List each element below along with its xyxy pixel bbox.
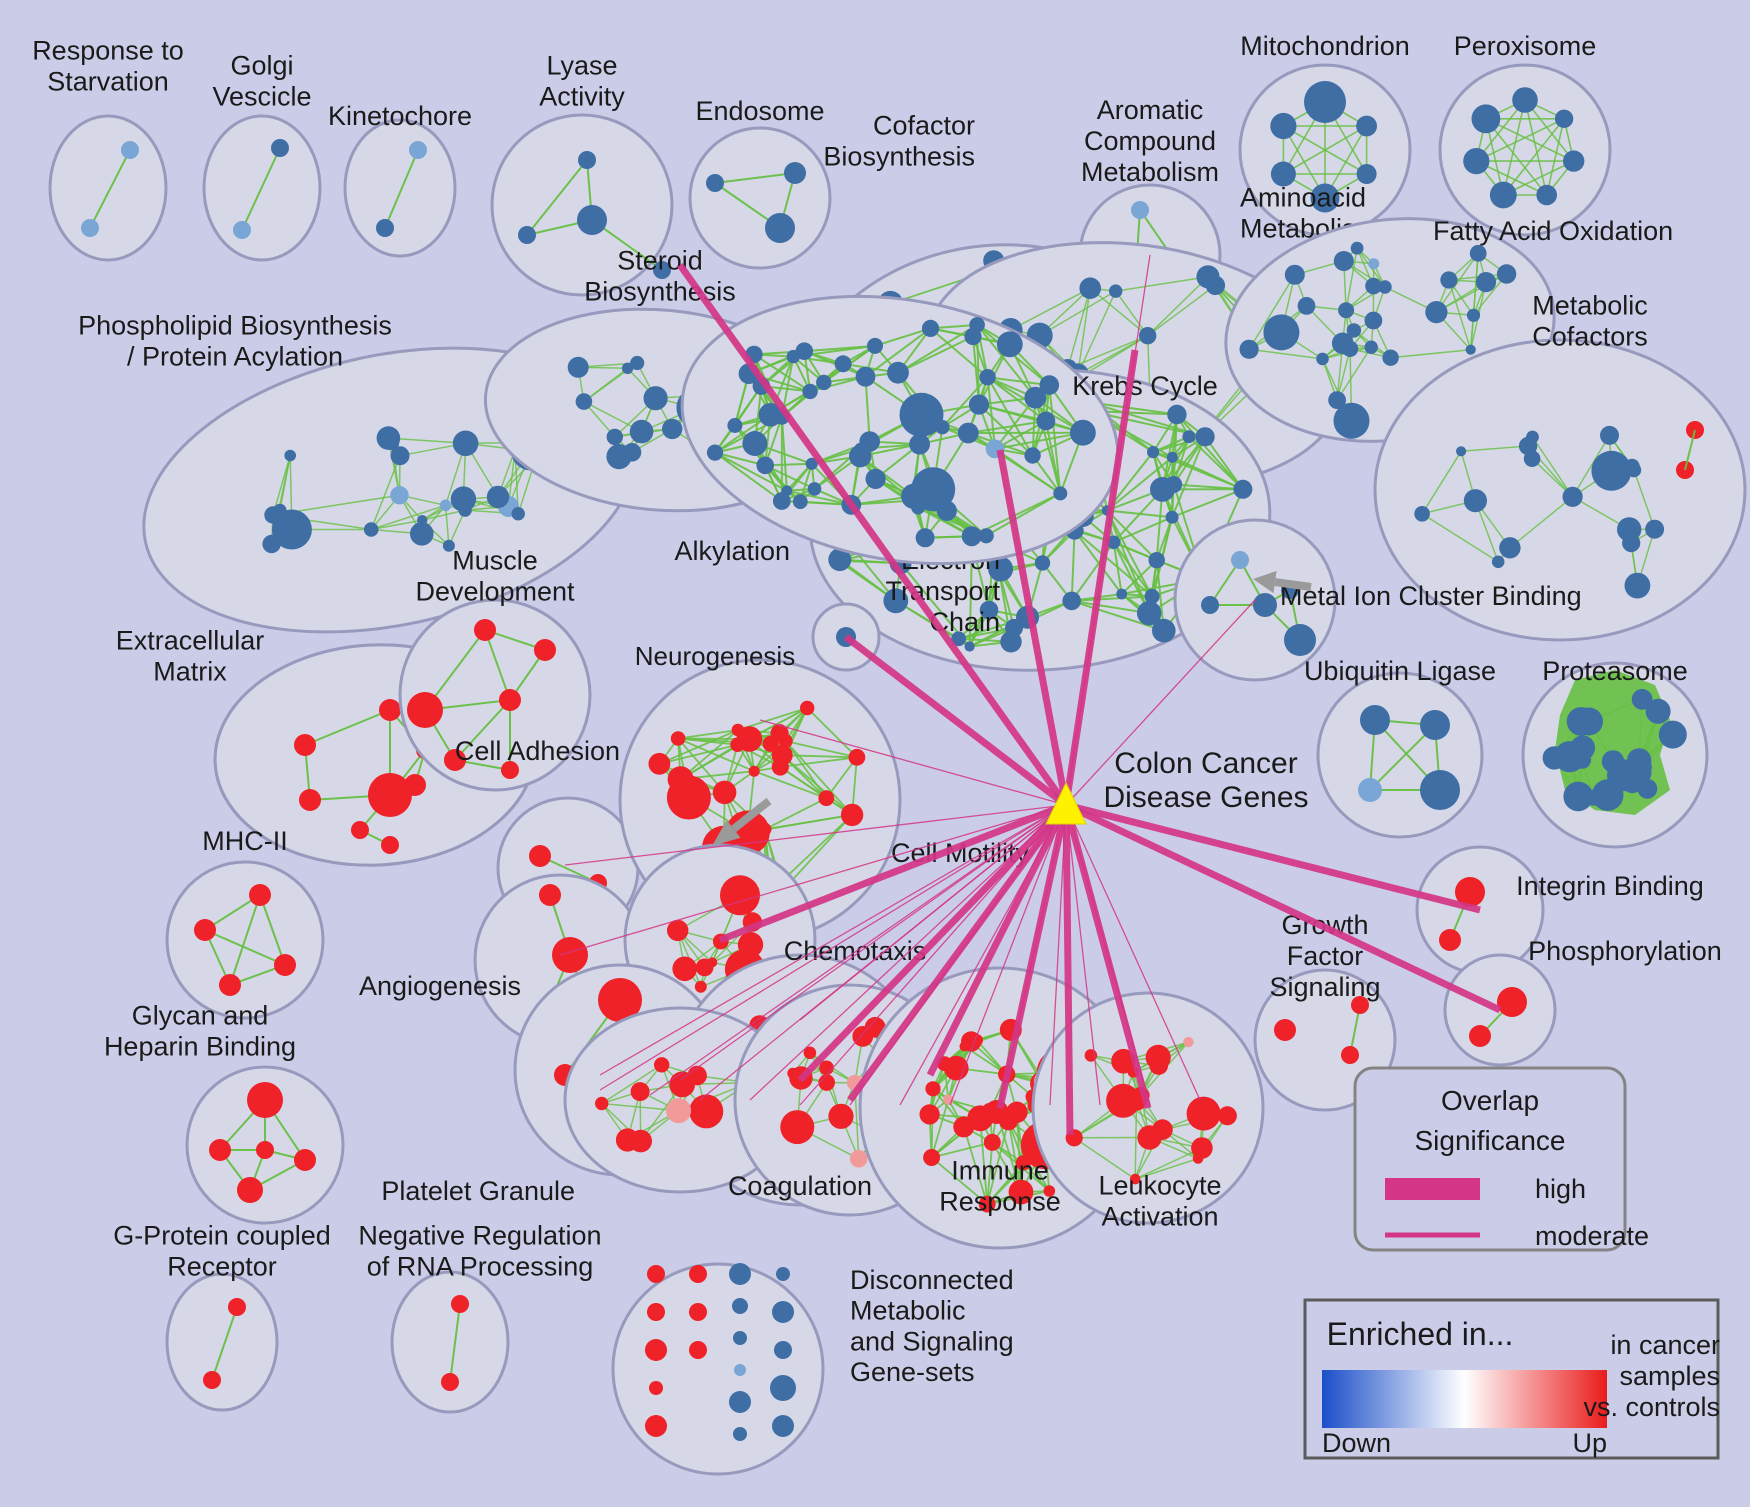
- svg-text:Ubiquitin Ligase: Ubiquitin Ligase: [1304, 656, 1496, 686]
- svg-text:vs. controls: vs. controls: [1583, 1392, 1720, 1422]
- svg-text:Colon Cancer: Colon Cancer: [1114, 747, 1297, 780]
- svg-text:Glycan and: Glycan and: [132, 1001, 269, 1031]
- svg-text:Matrix: Matrix: [153, 656, 227, 686]
- svg-text:samples: samples: [1619, 1361, 1720, 1391]
- svg-text:Neurogenesis: Neurogenesis: [635, 641, 795, 671]
- svg-text:Vescicle: Vescicle: [212, 81, 311, 111]
- svg-text:Gene-sets: Gene-sets: [850, 1357, 975, 1387]
- svg-text:and Signaling: and Signaling: [850, 1326, 1014, 1356]
- svg-text:Peroxisome: Peroxisome: [1454, 31, 1597, 61]
- svg-text:Negative Regulation: Negative Regulation: [358, 1221, 601, 1251]
- svg-text:Alkylation: Alkylation: [674, 536, 790, 566]
- svg-text:Receptor: Receptor: [167, 1251, 277, 1281]
- svg-text:Cofactors: Cofactors: [1532, 321, 1648, 351]
- svg-text:Up: Up: [1572, 1428, 1607, 1458]
- svg-text:Steroid: Steroid: [617, 246, 703, 276]
- svg-text:Phosphorylation: Phosphorylation: [1528, 936, 1722, 966]
- svg-text:Activation: Activation: [1101, 1201, 1218, 1231]
- svg-text:Extracellular: Extracellular: [116, 626, 265, 656]
- svg-text:Immune: Immune: [951, 1156, 1049, 1186]
- svg-text:MHC-II: MHC-II: [202, 826, 287, 856]
- svg-text:Mitochondrion: Mitochondrion: [1240, 31, 1410, 61]
- svg-text:Cell Adhesion: Cell Adhesion: [455, 736, 620, 766]
- svg-text:Overlap: Overlap: [1441, 1085, 1539, 1116]
- svg-text:Lyase: Lyase: [546, 51, 617, 81]
- svg-text:of RNA Processing: of RNA Processing: [367, 1251, 594, 1281]
- svg-text:Heparin Binding: Heparin Binding: [104, 1031, 296, 1061]
- svg-text:Signaling: Signaling: [1269, 972, 1380, 1002]
- svg-text:in cancer: in cancer: [1610, 1330, 1720, 1360]
- svg-text:Disease Genes: Disease Genes: [1103, 781, 1308, 814]
- svg-text:Coagulation: Coagulation: [728, 1171, 872, 1201]
- svg-text:Response: Response: [939, 1186, 1061, 1216]
- svg-text:Aromatic: Aromatic: [1097, 95, 1204, 125]
- svg-text:Integrin Binding: Integrin Binding: [1516, 871, 1704, 901]
- svg-text:Fatty Acid Oxidation: Fatty Acid Oxidation: [1433, 216, 1673, 246]
- svg-text:Biosynthesis: Biosynthesis: [584, 276, 736, 306]
- svg-text:Activity: Activity: [539, 81, 625, 111]
- svg-text:Proteasome: Proteasome: [1542, 656, 1688, 686]
- svg-text:Metabolic: Metabolic: [1532, 291, 1648, 321]
- svg-text:Phospholipid Biosynthesis: Phospholipid Biosynthesis: [78, 311, 392, 341]
- svg-text:Chemotaxis: Chemotaxis: [784, 936, 927, 966]
- svg-text:Significance: Significance: [1415, 1125, 1566, 1156]
- svg-text:Down: Down: [1322, 1428, 1391, 1458]
- svg-text:Metabolism: Metabolism: [1081, 157, 1219, 187]
- svg-text:Krebs Cycle: Krebs Cycle: [1072, 371, 1218, 401]
- svg-text:Aminoacid: Aminoacid: [1240, 183, 1366, 213]
- svg-text:Kinetochore: Kinetochore: [328, 101, 472, 131]
- svg-text:Development: Development: [415, 576, 575, 606]
- svg-text:Disconnected: Disconnected: [850, 1265, 1014, 1295]
- svg-text:Enriched in...: Enriched in...: [1327, 1316, 1514, 1352]
- svg-text:Angiogenesis: Angiogenesis: [359, 971, 521, 1001]
- svg-text:G-Protein coupled: G-Protein coupled: [113, 1221, 331, 1251]
- svg-text:Starvation: Starvation: [47, 66, 169, 96]
- svg-text:Muscle: Muscle: [452, 546, 538, 576]
- svg-text:Cofactor: Cofactor: [873, 111, 975, 141]
- svg-text:Platelet Granule: Platelet Granule: [381, 1176, 575, 1206]
- svg-text:Metal Ion Cluster Binding: Metal Ion Cluster Binding: [1280, 581, 1582, 611]
- svg-text:Response to: Response to: [32, 36, 184, 66]
- svg-text:Factor: Factor: [1287, 941, 1364, 971]
- svg-text:Golgi: Golgi: [230, 51, 293, 81]
- svg-text:Compound: Compound: [1084, 126, 1216, 156]
- svg-text:/ Protein Acylation: / Protein Acylation: [127, 341, 343, 371]
- svg-text:Leukocyte: Leukocyte: [1098, 1171, 1221, 1201]
- svg-text:Metabolic: Metabolic: [850, 1296, 966, 1326]
- svg-text:high: high: [1535, 1174, 1586, 1204]
- svg-text:Biosynthesis: Biosynthesis: [823, 141, 975, 171]
- svg-text:moderate: moderate: [1535, 1221, 1649, 1251]
- svg-text:Endosome: Endosome: [695, 96, 824, 126]
